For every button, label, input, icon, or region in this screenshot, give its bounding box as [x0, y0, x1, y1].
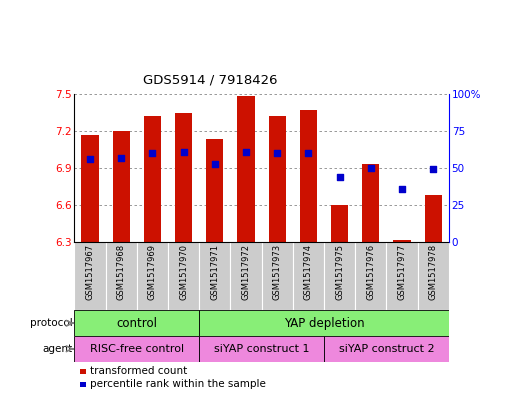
Bar — [324, 242, 355, 310]
Point — [398, 185, 406, 192]
Point — [429, 166, 438, 173]
Bar — [199, 310, 449, 336]
Text: GSM1517973: GSM1517973 — [273, 244, 282, 300]
Bar — [269, 116, 286, 242]
Bar — [355, 242, 386, 310]
Text: transformed count: transformed count — [90, 366, 187, 376]
Bar — [106, 242, 137, 310]
Point — [86, 156, 94, 162]
Text: siYAP construct 1: siYAP construct 1 — [214, 344, 309, 354]
Bar — [137, 242, 168, 310]
Bar — [293, 242, 324, 310]
Text: GSM1517974: GSM1517974 — [304, 244, 313, 300]
Bar — [324, 336, 449, 362]
Bar — [300, 110, 317, 242]
Bar — [425, 195, 442, 242]
Text: protocol: protocol — [30, 318, 73, 328]
Bar — [175, 113, 192, 242]
Point — [336, 174, 344, 180]
Bar — [74, 242, 106, 310]
Bar — [331, 205, 348, 242]
Bar — [113, 131, 130, 242]
Bar — [74, 310, 199, 336]
Bar — [168, 242, 199, 310]
Text: siYAP construct 2: siYAP construct 2 — [339, 344, 435, 354]
Text: GSM1517978: GSM1517978 — [429, 244, 438, 300]
Bar — [82, 135, 98, 242]
Text: GSM1517971: GSM1517971 — [210, 244, 220, 300]
Bar — [238, 95, 254, 242]
Text: GSM1517968: GSM1517968 — [116, 244, 126, 300]
Bar — [362, 164, 380, 242]
Point — [242, 149, 250, 155]
Text: GSM1517976: GSM1517976 — [366, 244, 376, 300]
Text: RISC-free control: RISC-free control — [90, 344, 184, 354]
Bar — [199, 336, 324, 362]
Point — [180, 149, 188, 155]
Bar — [418, 242, 449, 310]
Text: GSM1517972: GSM1517972 — [242, 244, 250, 300]
Text: GSM1517977: GSM1517977 — [398, 244, 407, 300]
Bar — [386, 242, 418, 310]
Bar — [393, 241, 410, 242]
Text: GSM1517969: GSM1517969 — [148, 244, 157, 300]
Bar — [144, 116, 161, 242]
Text: GSM1517967: GSM1517967 — [86, 244, 94, 300]
Point — [211, 160, 219, 167]
Text: percentile rank within the sample: percentile rank within the sample — [90, 379, 266, 389]
Bar — [74, 336, 199, 362]
Point — [273, 150, 281, 156]
Bar — [262, 242, 293, 310]
Text: GSM1517975: GSM1517975 — [335, 244, 344, 300]
Text: YAP depletion: YAP depletion — [284, 317, 364, 330]
Bar — [206, 138, 223, 242]
Bar — [199, 242, 230, 310]
Bar — [230, 242, 262, 310]
Text: GSM1517970: GSM1517970 — [179, 244, 188, 300]
Point — [117, 154, 125, 161]
Point — [367, 165, 375, 171]
Point — [304, 150, 312, 156]
Point — [148, 150, 156, 156]
Text: GDS5914 / 7918426: GDS5914 / 7918426 — [143, 73, 278, 86]
Text: control: control — [116, 317, 157, 330]
Text: agent: agent — [43, 344, 73, 354]
